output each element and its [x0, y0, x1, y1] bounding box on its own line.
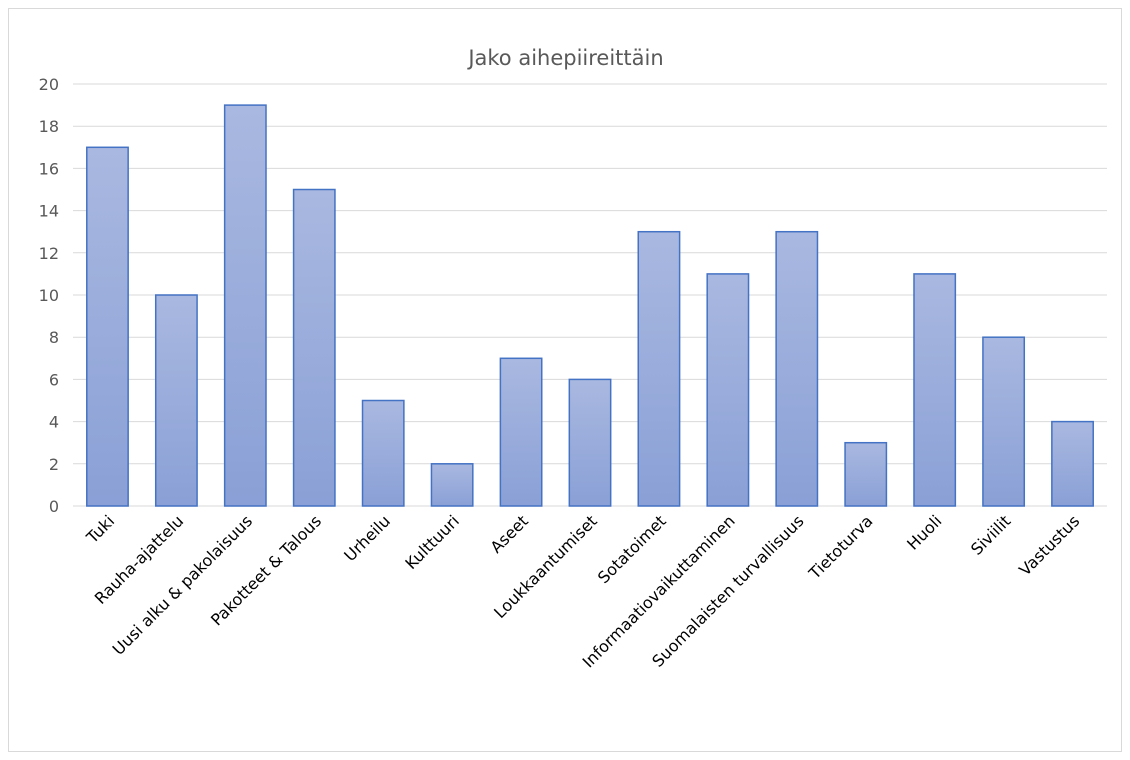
bar-2: [154, 294, 198, 507]
bars: [86, 104, 1094, 507]
y-tick-label: 4: [49, 413, 59, 432]
x-category-label: Aseet: [486, 511, 531, 556]
bar-3: [223, 104, 267, 507]
y-tick-label: 10: [39, 286, 59, 305]
bar-10: [706, 273, 750, 507]
x-category-label: Urheilu: [340, 511, 394, 565]
y-tick-label: 12: [39, 244, 59, 263]
x-category-label: Tietoturva: [805, 511, 877, 583]
bar-chart: Jako aihepiireittäin 0 2 4 6 8 10 12 14 16 18 20 T…: [39, 46, 1107, 671]
bar-4: [292, 188, 336, 507]
x-category-label: Siviilit: [967, 511, 1014, 558]
y-tick-label: 18: [39, 117, 59, 136]
x-category-label: Kulttuuri: [401, 511, 463, 573]
bar-11: [775, 230, 819, 507]
x-category-label: Tuki: [82, 511, 118, 547]
bar-15: [1051, 420, 1094, 507]
bar-5: [361, 399, 405, 507]
bar-14: [982, 336, 1026, 507]
y-tick-label: 16: [39, 159, 59, 178]
y-tick-label: 2: [49, 455, 59, 474]
y-tick-label: 0: [49, 497, 59, 516]
x-category-label: Uusi alku & pakolaisuus: [109, 511, 257, 659]
x-category-label: Vastustus: [1015, 511, 1083, 579]
y-tick-label: 6: [49, 370, 59, 389]
x-category-label: Huoli: [903, 511, 945, 553]
bar-6: [430, 463, 474, 507]
bar-8: [568, 378, 612, 507]
y-tick-label: 14: [39, 202, 59, 221]
bar-7: [499, 357, 543, 507]
bar-13: [913, 273, 957, 507]
x-category-label: Sotatoimet: [594, 511, 670, 587]
chart-frame: Jako aihepiireittäin 0 2 4 6 8 10 12 14 16 18 20 T…: [8, 8, 1122, 752]
y-tick-label: 20: [39, 75, 59, 94]
bar-9: [637, 230, 681, 507]
y-axis-tick-labels: 0 2 4 6 8 10 12 14 16 18 20: [39, 75, 59, 516]
bar-12: [844, 441, 888, 507]
chart-title: Jako aihepiireittäin: [466, 46, 663, 70]
bar-1: [86, 146, 129, 507]
y-tick-label: 8: [49, 328, 59, 347]
